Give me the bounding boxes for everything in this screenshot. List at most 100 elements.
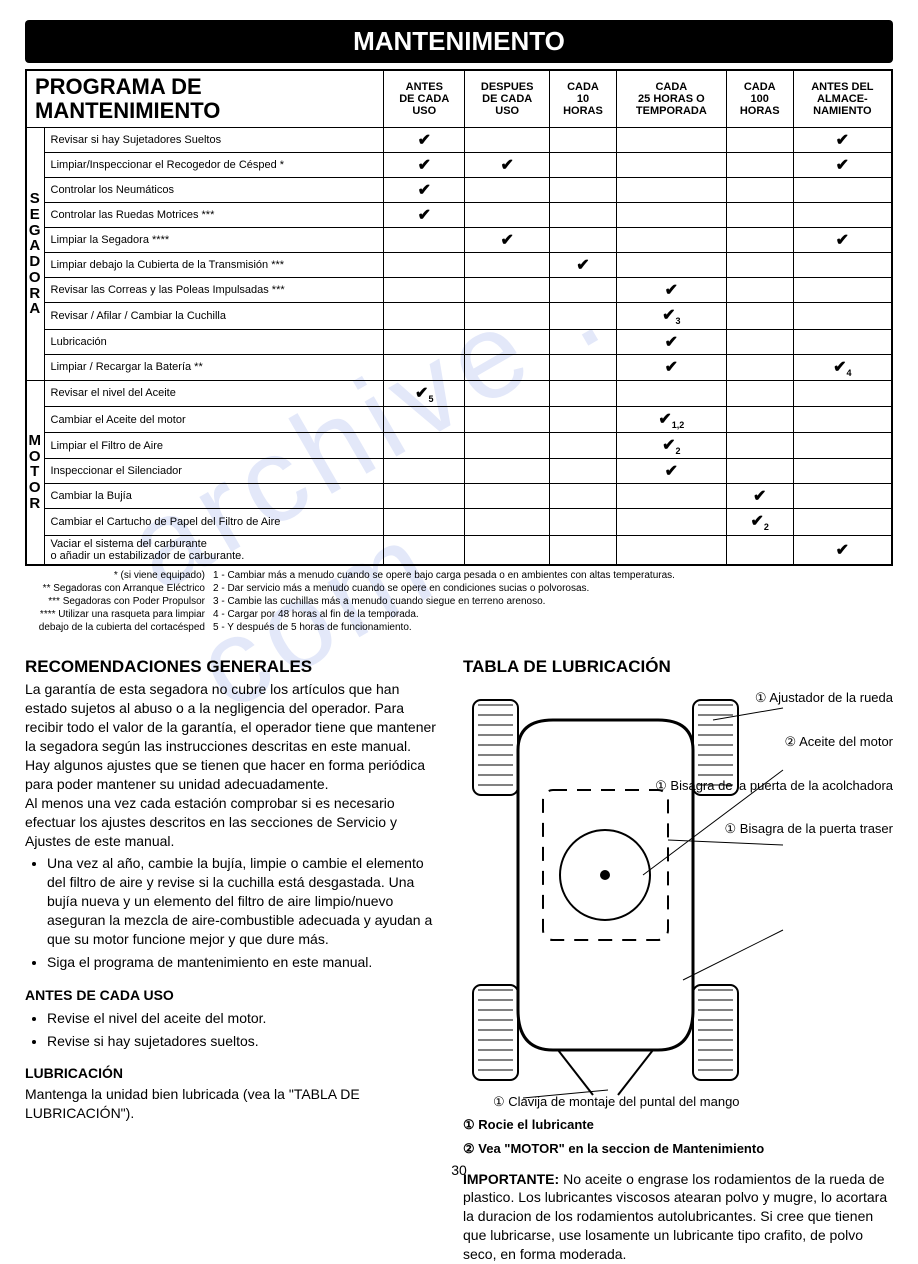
check-cell: ✔ [465,153,550,178]
check-cell [465,535,550,565]
check-cell [550,329,617,354]
check-cell [726,228,793,253]
check-cell [384,459,465,484]
check-cell [616,228,726,253]
check-cell [726,535,793,565]
table-title: PROGRAMA DE MANTENIMIENTO [26,70,384,128]
check-cell [465,380,550,406]
important-note: IMPORTANTE: No aceite o engrase los roda… [463,1170,893,1264]
check-cell [793,406,892,432]
page-banner: MANTENIMENTO [25,20,893,63]
check-cell [616,203,726,228]
check-cell [616,509,726,535]
task-cell: Limpiar/Inspeccionar el Recogedor de Cés… [44,153,384,178]
check-cell: ✔ [384,128,465,153]
check-cell [465,203,550,228]
check-cell [550,535,617,565]
check-cell [616,380,726,406]
check-cell [726,354,793,380]
check-cell: ✔ [465,228,550,253]
check-cell [465,128,550,153]
list-item: Siga el programa de mantenimiento en est… [47,953,445,972]
task-cell: Limpiar el Filtro de Aire [44,433,384,459]
task-cell: Controlar las Ruedas Motrices *** [44,203,384,228]
check-cell: ✔ [384,203,465,228]
check-cell [465,354,550,380]
check-cell [465,459,550,484]
check-cell: ✔ [616,459,726,484]
diagram-label: ② Aceite del motor [655,734,893,750]
check-cell [550,153,617,178]
maintenance-schedule-table: PROGRAMA DE MANTENIMIENTO ANTES DE CADA … [25,69,893,566]
check-cell [384,535,465,565]
diagram-label: ① Bisagra de la puerta de la acolchadora [655,778,893,794]
check-cell: ✔4 [793,354,892,380]
check-cell [793,253,892,278]
section-label: MOTOR [26,380,44,564]
check-cell [793,203,892,228]
diagram-label: ① Ajustador de la rueda [655,690,893,706]
check-cell [793,509,892,535]
task-cell: Limpiar la Segadora **** [44,228,384,253]
check-cell [465,509,550,535]
check-cell [550,128,617,153]
task-cell: Limpiar debajo la Cubierta de la Transmi… [44,253,384,278]
task-cell: Controlar los Neumáticos [44,178,384,203]
check-cell [465,253,550,278]
check-cell: ✔ [793,128,892,153]
check-cell [726,178,793,203]
check-cell [550,509,617,535]
right-column: TABLA DE LUBRICACIÓN [463,656,893,1264]
check-cell [384,228,465,253]
diagram-bottom-label: ① Clavija de montaje del puntal del mang… [493,1093,740,1111]
check-cell [616,153,726,178]
col-header: CADA 100 HORAS [726,70,793,128]
check-cell [384,354,465,380]
col-header: ANTES DEL ALMACE- NAMIENTO [793,70,892,128]
check-cell [384,329,465,354]
check-cell [616,128,726,153]
check-cell [384,509,465,535]
check-cell [465,329,550,354]
paragraph: Mantenga la unidad bien lubricada (vea l… [25,1085,445,1123]
check-cell [465,303,550,329]
check-cell [550,406,617,432]
task-cell: Revisar el nivel del Aceite [44,380,384,406]
task-cell: Vaciar el sistema del carburante o añadi… [44,535,384,565]
check-cell [726,329,793,354]
legend-1: ① Rocie el lubricante [463,1116,893,1134]
heading-lube-chart: TABLA DE LUBRICACIÓN [463,656,893,679]
task-cell: Revisar / Afilar / Cambiar la Cuchilla [44,303,384,329]
check-cell: ✔ [793,228,892,253]
check-cell [616,178,726,203]
check-cell: ✔2 [726,509,793,535]
check-cell [384,253,465,278]
table-footnotes: * (si viene equipado)** Segadoras con Ar… [25,569,893,634]
left-column: RECOMENDACIONES GENERALES La garantía de… [25,656,445,1264]
check-cell [465,406,550,432]
check-cell [550,380,617,406]
col-header: CADA 25 HORAS O TEMPORADA [616,70,726,128]
legend-2: ② Vea "MOTOR" en la seccion de Mantenimi… [463,1140,893,1158]
heading-before-use: ANTES DE CADA USO [25,986,445,1005]
check-cell: ✔1,2 [616,406,726,432]
check-cell [793,303,892,329]
check-cell [550,303,617,329]
check-cell: ✔ [384,153,465,178]
heading-lubrication: LUBRICACIÓN [25,1064,445,1083]
check-cell [384,433,465,459]
check-cell: ✔2 [616,433,726,459]
paragraph: Hay algunos ajustes que se tienen que ha… [25,756,445,794]
check-cell: ✔ [616,278,726,303]
check-cell [384,406,465,432]
task-cell: Cambiar el Aceite del motor [44,406,384,432]
check-cell [550,433,617,459]
check-cell [465,433,550,459]
check-cell: ✔ [793,153,892,178]
check-cell [793,278,892,303]
check-cell [616,535,726,565]
task-cell: Cambiar la Bujía [44,484,384,509]
check-cell [726,459,793,484]
check-cell: ✔ [384,178,465,203]
check-cell [550,278,617,303]
